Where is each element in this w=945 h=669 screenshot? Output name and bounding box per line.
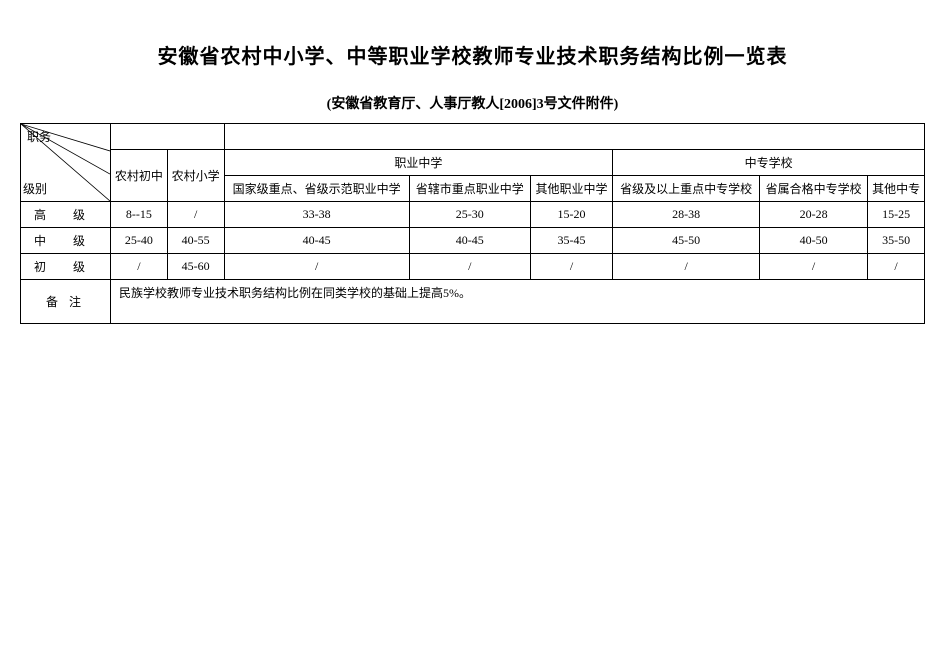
col-city-key: 省辖市重点职业中学 — [409, 176, 530, 202]
cell: 25-40 — [111, 228, 168, 254]
group-vocational: 职业中学 — [224, 150, 613, 176]
cell: 15-25 — [868, 202, 925, 228]
corner-bottom-label: 级别 — [23, 180, 47, 197]
cell: 40-45 — [224, 228, 409, 254]
cell: 40-45 — [409, 228, 530, 254]
cell: 35-50 — [868, 228, 925, 254]
row-middle: 中 级 25-40 40-55 40-45 40-45 35-45 45-50 … — [21, 228, 925, 254]
cell: 40-50 — [760, 228, 868, 254]
cell: 35-45 — [530, 228, 612, 254]
cell: / — [167, 202, 224, 228]
col-national-key: 国家级重点、省级示范职业中学 — [224, 176, 409, 202]
cell: / — [409, 254, 530, 280]
col-other-sec: 其他中专 — [868, 176, 925, 202]
cell: 20-28 — [760, 202, 868, 228]
cell: / — [868, 254, 925, 280]
row-label-middle: 中 级 — [21, 228, 111, 254]
page-title: 安徽省农村中小学、中等职业学校教师专业技术职务结构比例一览表 — [20, 40, 925, 69]
col-other-voc: 其他职业中学 — [530, 176, 612, 202]
cell: 33-38 — [224, 202, 409, 228]
row-junior: 初 级 / 45-60 / / / / / / — [21, 254, 925, 280]
cell: 15-20 — [530, 202, 612, 228]
note-text: 民族学校教师专业技术职务结构比例在同类学校的基础上提高5%。 — [111, 280, 925, 324]
col-prov-key-sec: 省级及以上重点中专学校 — [613, 176, 760, 202]
cell: / — [111, 254, 168, 280]
cell: / — [530, 254, 612, 280]
note-label: 备 注 — [21, 280, 111, 324]
row-note: 备 注 民族学校教师专业技术职务结构比例在同类学校的基础上提高5%。 — [21, 280, 925, 324]
cell: 25-30 — [409, 202, 530, 228]
cell: / — [760, 254, 868, 280]
cell: / — [613, 254, 760, 280]
corner-cell: 职务 级别 — [21, 124, 111, 202]
group-secondary: 中专学校 — [613, 150, 925, 176]
header-row-2: 农村初中 农村小学 职业中学 中专学校 — [21, 150, 925, 176]
page-subtitle: (安徽省教育厅、人事厅教人[2006]3号文件附件) — [20, 93, 925, 113]
row-senior: 高 级 8--15 / 33-38 25-30 15-20 28-38 20-2… — [21, 202, 925, 228]
cell: 28-38 — [613, 202, 760, 228]
header-row-1: 职务 级别 — [21, 124, 925, 150]
cell: / — [224, 254, 409, 280]
cell: 40-55 — [167, 228, 224, 254]
row-label-junior: 初 级 — [21, 254, 111, 280]
cell: 8--15 — [111, 202, 168, 228]
ratio-table: 职务 级别 农村初中 农村小学 职业中学 中专学校 国家级重点、省级示范职业中学… — [20, 123, 925, 324]
col-rural-primary: 农村小学 — [167, 150, 224, 202]
header-blank-left — [111, 124, 225, 150]
cell: 45-60 — [167, 254, 224, 280]
header-blank-right — [224, 124, 924, 150]
row-label-senior: 高 级 — [21, 202, 111, 228]
col-rural-junior: 农村初中 — [111, 150, 168, 202]
cell: 45-50 — [613, 228, 760, 254]
col-prov-qual-sec: 省属合格中专学校 — [760, 176, 868, 202]
corner-top-label: 职务 — [27, 128, 51, 145]
